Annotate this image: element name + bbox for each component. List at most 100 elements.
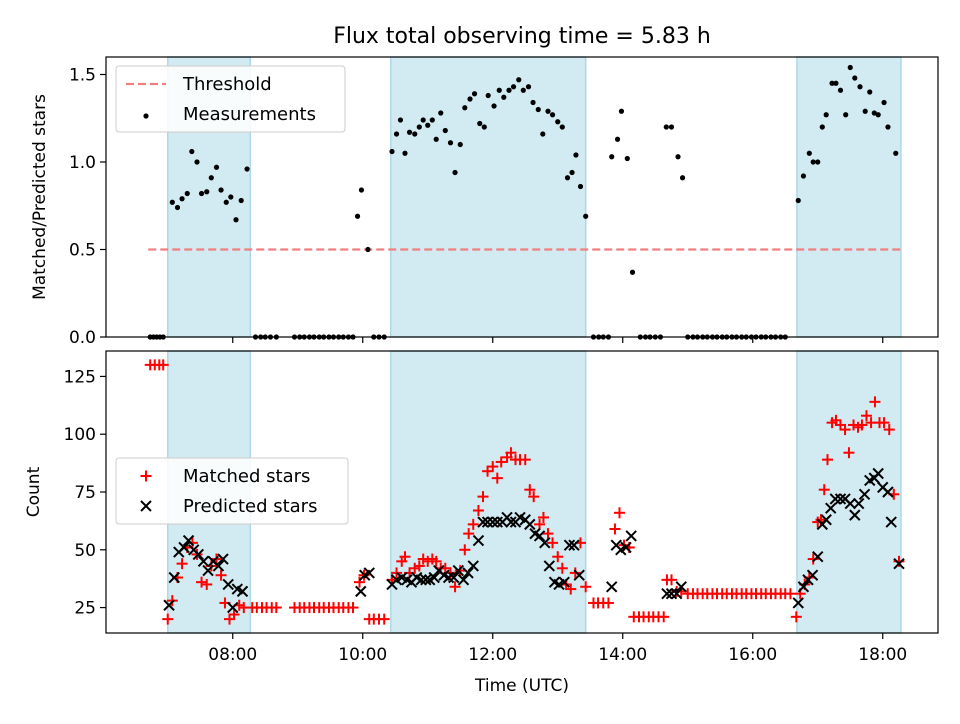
predicted-point-b	[462, 567, 474, 579]
matched-point	[537, 511, 549, 523]
matched-point	[463, 528, 475, 540]
y-tick-label: 1.5	[69, 66, 96, 86]
matched-point	[534, 518, 546, 530]
x-tick-label: 14:00	[598, 645, 647, 665]
predicted-point-b	[844, 497, 856, 510]
matched-point	[467, 518, 479, 530]
measurement-point	[213, 164, 220, 170]
predicted-point-b	[524, 518, 536, 531]
predicted-point	[163, 599, 175, 611]
measurement-point	[198, 190, 205, 197]
bottom-panel: 25 50 75 100 125 08:00 10:00 12:00 14:00 16:00 18…	[24, 350, 939, 696]
matched-point	[856, 419, 868, 431]
predicted-point	[448, 571, 460, 584]
measurement-point	[412, 131, 418, 137]
measurement-point	[429, 117, 435, 123]
predicted-point-b	[514, 511, 526, 524]
measurement-point	[833, 80, 839, 86]
legend-predicted-label: Predicted stars	[183, 496, 317, 517]
measurement-point	[843, 112, 849, 118]
top-series-layer	[147, 64, 901, 340]
predicted-point	[355, 585, 367, 598]
measurement-point	[485, 92, 491, 99]
matched-point	[449, 581, 461, 593]
predicted-point-b	[558, 576, 570, 588]
predicted-point	[168, 571, 180, 584]
matched-point	[666, 574, 677, 586]
measurement-point	[516, 77, 522, 83]
predicted-point	[893, 557, 905, 570]
legend-predicted-marker-b	[140, 500, 152, 512]
y-tick-label: 75	[74, 483, 96, 503]
matched-point	[495, 456, 507, 468]
measurement-point	[549, 112, 556, 118]
predicted-point	[605, 581, 618, 593]
measurement-point	[433, 136, 439, 142]
predicted-point	[452, 564, 465, 577]
predicted-point	[620, 541, 632, 554]
predicted-point	[665, 587, 678, 600]
measurement-point	[208, 175, 214, 181]
predicted-point-b	[620, 541, 632, 554]
predicted-point	[797, 581, 810, 593]
measurement-point	[174, 204, 181, 211]
measurement-point	[530, 99, 536, 106]
predicted-point-b	[457, 574, 470, 586]
measurement-point	[875, 112, 881, 118]
bottom-legend: Matched stars Predicted stars	[115, 457, 349, 525]
matched-point	[843, 447, 855, 459]
legend-predicted-swatch	[140, 500, 152, 512]
measurement-point	[862, 108, 868, 114]
measurement-point	[416, 124, 422, 130]
predicted-point	[806, 569, 819, 581]
predicted-point	[882, 486, 894, 498]
predicted-point-b	[442, 571, 455, 584]
measurement-point	[169, 199, 175, 205]
predicted-point	[472, 534, 485, 547]
matched-point	[430, 555, 442, 567]
shaded-interval-2	[389, 56, 587, 338]
measurement-point	[233, 217, 239, 223]
legend-measurements-swatch	[143, 113, 149, 119]
measurement-point	[679, 175, 686, 181]
predicted-point-b	[661, 587, 673, 600]
measurement-point	[438, 110, 444, 116]
predicted-point-b	[428, 571, 440, 584]
legend-predicted-marker	[140, 500, 152, 512]
measurement-point	[457, 141, 463, 148]
measurement-point	[881, 99, 887, 106]
matched-point	[347, 602, 359, 614]
y-tick-label: 0.5	[69, 241, 96, 261]
predicted-point	[543, 560, 556, 572]
predicted-point	[829, 493, 842, 505]
measurement-point	[189, 148, 195, 155]
legend-measurements-label: Measurements	[183, 104, 316, 125]
predicted-point	[192, 548, 205, 561]
matched-point	[869, 396, 881, 408]
bottom-y-axis: 25 50 75 100 125	[64, 367, 106, 619]
predicted-point	[573, 569, 585, 581]
measurement-point	[218, 187, 224, 193]
x-tick-label: 08:00	[208, 645, 257, 665]
predicted-point	[481, 516, 494, 528]
matched-point	[818, 484, 830, 496]
measurement-point	[829, 80, 835, 86]
predicted-point	[477, 516, 489, 528]
predicted-point-b	[355, 585, 367, 598]
measurement-point	[795, 197, 801, 204]
predicted-point	[792, 597, 804, 609]
matched-point	[524, 484, 536, 496]
matched-point	[878, 417, 890, 429]
predicted-point	[227, 601, 239, 614]
measurement-point	[806, 150, 812, 156]
matched-point	[215, 569, 227, 581]
matched-point	[784, 588, 796, 600]
measurement-point	[624, 155, 630, 162]
matched-point	[519, 454, 531, 466]
predicted-point	[524, 518, 536, 531]
measurement-point	[577, 183, 584, 190]
measurement-point	[540, 131, 546, 137]
x-tick-label: 10:00	[338, 645, 387, 665]
top-y-axis-label: Matched/Predicted stars	[30, 94, 50, 300]
legend-matched-swatch	[140, 470, 152, 482]
